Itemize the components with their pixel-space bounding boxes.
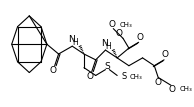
Text: CH₃: CH₃ (180, 86, 192, 92)
Text: S: S (105, 62, 110, 71)
Text: O: O (136, 33, 143, 42)
Text: O: O (162, 51, 169, 59)
Text: N: N (101, 39, 108, 48)
Text: N: N (68, 35, 75, 44)
Text: H: H (72, 38, 78, 47)
Text: CH₃: CH₃ (120, 22, 133, 28)
Text: CH₃: CH₃ (130, 74, 143, 80)
Text: O: O (86, 72, 93, 81)
Text: O: O (168, 85, 175, 94)
Text: H: H (106, 42, 111, 51)
Text: O: O (109, 20, 116, 29)
Text: O: O (116, 29, 123, 38)
Text: S: S (121, 72, 127, 81)
Text: O: O (155, 78, 162, 87)
Text: O: O (49, 66, 56, 75)
